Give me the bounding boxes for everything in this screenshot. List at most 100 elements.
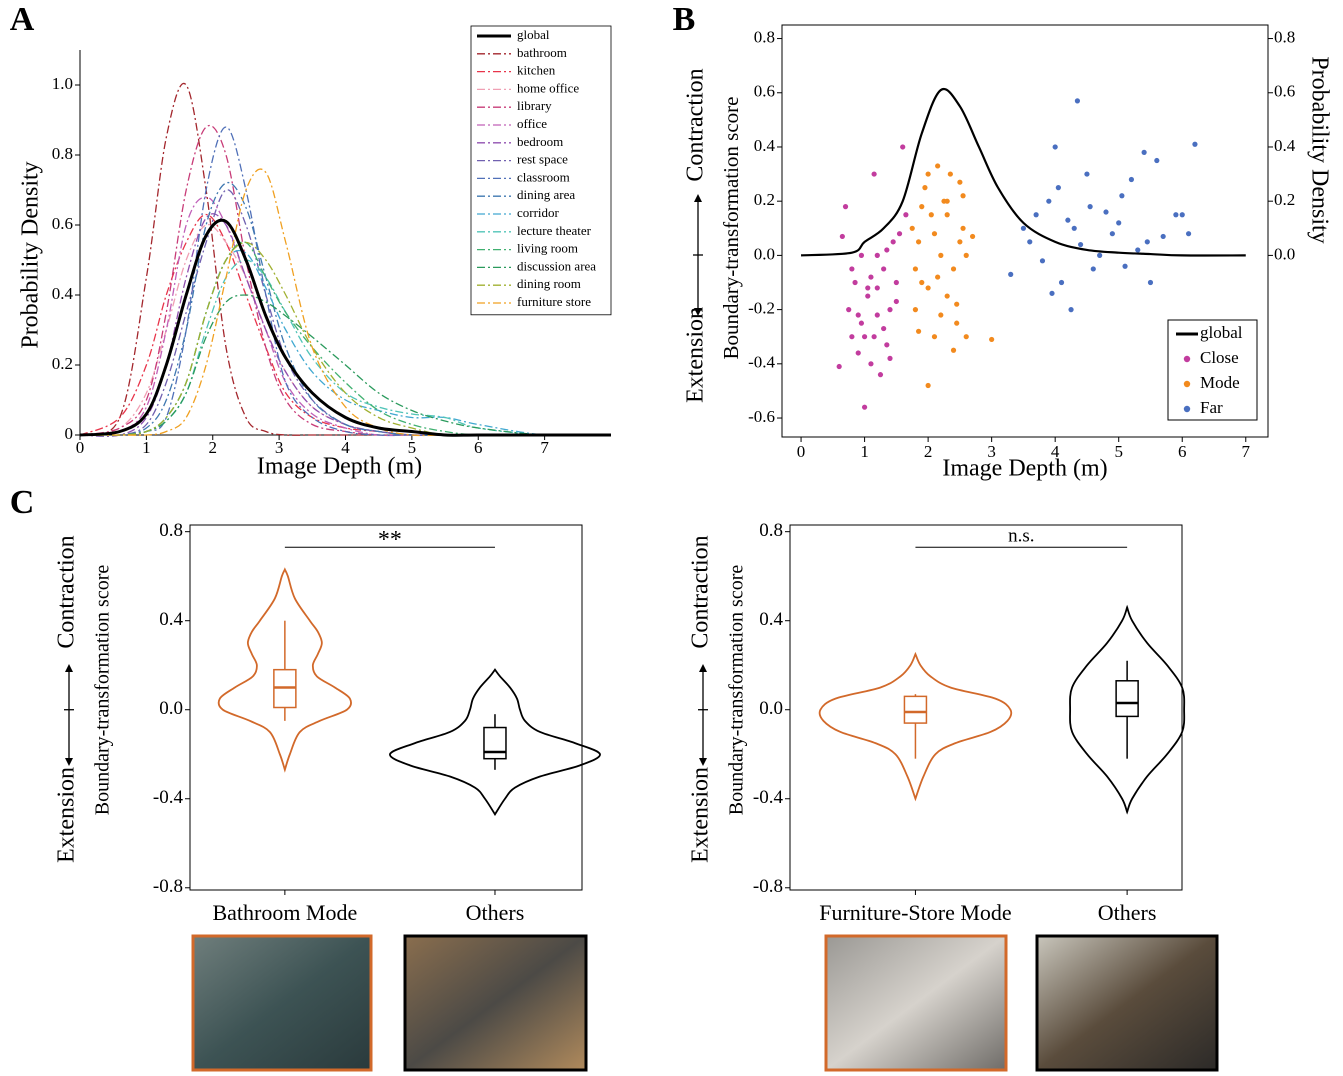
x-tick-label: 0: [76, 438, 85, 457]
lower-label: Extension: [683, 307, 709, 403]
point: [957, 239, 963, 245]
y-axis-label: Boundary-transformation score: [719, 96, 743, 359]
point: [849, 334, 855, 340]
plot-frame: [189, 524, 583, 891]
photo-others: [1035, 934, 1219, 1072]
x-tick-label: 3: [987, 442, 996, 461]
x-tick-label: 4: [341, 438, 350, 457]
point: [874, 312, 880, 318]
y-tick-label: -0.8: [753, 876, 783, 897]
upper-label: Contraction: [688, 535, 714, 648]
y-tick-label: 0.6: [52, 214, 73, 233]
y-tick-label: -0.4: [153, 787, 184, 808]
point: [950, 266, 957, 272]
legend-swatch: [1183, 405, 1191, 413]
point: [1192, 141, 1198, 147]
point: [839, 233, 845, 240]
point: [884, 247, 890, 253]
legend-label: kitchen: [517, 63, 556, 78]
x-axis-label: Image Depth (m): [257, 454, 422, 480]
lower-label: Extension: [688, 767, 714, 863]
y-tick-label: -0.4: [748, 353, 775, 372]
legend-swatch: [1183, 355, 1191, 363]
point: [912, 307, 919, 313]
x-tick-label: 7: [540, 438, 549, 457]
point: [944, 212, 950, 218]
density-curve: [80, 82, 611, 436]
legend-label: lecture theater: [517, 223, 592, 238]
point: [915, 328, 922, 334]
y-tick-label: 1.0: [52, 74, 73, 93]
point: [989, 336, 995, 343]
point: [1039, 258, 1046, 264]
violin: [818, 651, 1013, 802]
density-curve: [80, 218, 611, 437]
point: [896, 231, 903, 237]
y-tick-label: 0.4: [52, 284, 74, 303]
point: [922, 185, 928, 191]
point: [957, 179, 963, 185]
legend-label: dining room: [517, 276, 581, 291]
legend-label: bathroom: [517, 45, 567, 60]
legend-label: discussion area: [517, 258, 596, 273]
point: [881, 266, 887, 272]
point: [1052, 144, 1058, 150]
point: [903, 212, 909, 218]
x-tick-label: 5: [408, 438, 417, 457]
point: [861, 404, 868, 410]
y-tick-label: 0.0: [159, 698, 183, 719]
x-tick-label: 7: [1242, 442, 1251, 461]
point: [1074, 98, 1081, 104]
point: [893, 298, 899, 305]
legend-label: dining area: [517, 187, 575, 202]
legend-label: classroom: [517, 169, 570, 184]
point: [836, 363, 842, 370]
point: [1090, 266, 1096, 272]
y2-tick-label: 0.2: [1274, 190, 1295, 209]
photos: [191, 934, 1219, 1072]
point: [1173, 212, 1179, 218]
point: [1068, 307, 1074, 313]
point: [963, 252, 969, 258]
point: [1049, 290, 1055, 296]
x-tick-label: Furniture-Store Mode: [819, 900, 1011, 925]
legend-label: living room: [517, 241, 578, 256]
x-tick-label: 3: [275, 438, 284, 457]
point: [877, 372, 884, 378]
point: [1008, 271, 1014, 277]
point: [1055, 185, 1061, 191]
density-curve: [801, 87, 1246, 257]
point: [871, 171, 877, 177]
point: [919, 279, 925, 286]
legend-box: [1167, 319, 1258, 421]
point: [1160, 233, 1166, 240]
marks: [801, 87, 1246, 410]
y-axis-label: Boundary-transformation score: [726, 565, 748, 816]
point: [960, 225, 966, 231]
point: [1122, 263, 1128, 269]
x-tick-label: Bathroom Mode: [212, 900, 357, 925]
lower-label: Extension: [54, 767, 80, 863]
y-tick-label: -0.6: [748, 407, 775, 426]
plot-frame: [781, 24, 1269, 438]
box: [903, 695, 928, 724]
point: [887, 307, 893, 313]
point: [928, 212, 934, 218]
point: [884, 342, 890, 348]
point: [1119, 193, 1125, 199]
violin: [1069, 604, 1186, 815]
point: [846, 307, 852, 313]
point: [909, 225, 915, 231]
density-curve: [80, 124, 611, 436]
point: [881, 325, 887, 332]
legend-box: [470, 25, 612, 316]
legend-label: office: [517, 116, 547, 131]
point: [925, 171, 931, 177]
density-curve: [80, 189, 611, 437]
legend-label: rest space: [517, 152, 568, 167]
point: [944, 198, 950, 204]
point: [861, 334, 868, 340]
point: [1033, 212, 1039, 218]
point: [938, 252, 944, 258]
